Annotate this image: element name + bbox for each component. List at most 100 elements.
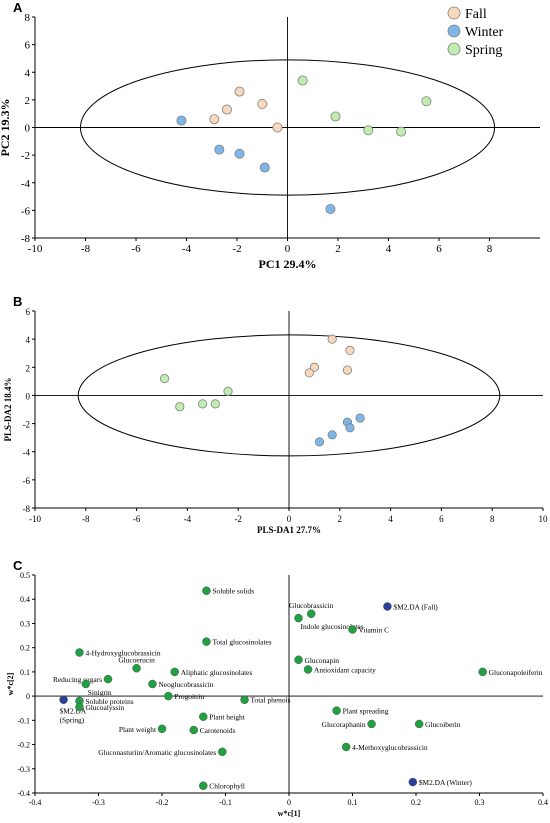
y-tick-label: 0.3 bbox=[20, 619, 30, 628]
x-tick-label: 0 bbox=[287, 798, 291, 807]
y-axis-title: PLS-DA2 18.4% bbox=[3, 377, 13, 441]
y-tick-label: 0 bbox=[26, 391, 31, 401]
variable-point-label: Aliphatic glucosinolates bbox=[181, 668, 253, 677]
variable-point-label: Soluble solids bbox=[212, 587, 254, 596]
x-tick-label: 8 bbox=[487, 243, 493, 255]
panel-c: C -0.4 -0.3 -0.2 -0.1 0 0.1 0.2 0.3 0.4 -0.4 -0.3 -0… bbox=[6, 558, 548, 818]
winter-point bbox=[355, 413, 365, 423]
y-tick-label: -4 bbox=[23, 448, 31, 458]
y-tick-label: -6 bbox=[23, 476, 31, 486]
variable-point-label: Total glucosinolates bbox=[212, 638, 271, 647]
spring-point bbox=[223, 386, 233, 396]
x-tick-label: 8 bbox=[490, 514, 495, 524]
winter-point bbox=[234, 148, 245, 159]
legend-label-winter: Winter bbox=[465, 25, 504, 40]
panel-letter: B bbox=[13, 294, 22, 309]
winter-point bbox=[314, 437, 325, 447]
fall-point bbox=[221, 104, 232, 115]
y-tick-label: 4 bbox=[25, 67, 31, 79]
y-tick-label: 6 bbox=[26, 307, 31, 317]
spring-point bbox=[363, 125, 374, 136]
variable-point-label: Glucoerucin bbox=[118, 655, 155, 664]
x-tick-label: 6 bbox=[436, 243, 442, 255]
variable-point bbox=[81, 679, 91, 689]
x-tick-label: 0 bbox=[285, 243, 291, 255]
panel-letter: A bbox=[13, 0, 23, 15]
variable-point-label: Glucobrassicin bbox=[289, 601, 334, 610]
x-tick-label: 6 bbox=[439, 514, 444, 524]
variable-point-label: Plant height bbox=[209, 713, 245, 722]
x-tick-label: -10 bbox=[29, 514, 41, 524]
variable-point bbox=[303, 665, 313, 674]
x-tick-label: -6 bbox=[131, 243, 141, 255]
fall-point bbox=[327, 334, 337, 344]
y-tick-label: 0.2 bbox=[20, 644, 30, 653]
legend-label-spring: Spring bbox=[465, 43, 502, 58]
variable-point bbox=[103, 674, 113, 684]
legend: Fall Winter Spring bbox=[447, 6, 504, 58]
variable-point-label: Glucoraphanin bbox=[322, 720, 366, 729]
variable-point-label: Glucoalyssin bbox=[85, 703, 124, 712]
variable-point bbox=[164, 691, 173, 701]
fall-point bbox=[309, 362, 319, 372]
fall-point bbox=[345, 345, 355, 355]
variable-point bbox=[341, 742, 351, 752]
x-tick-label: 0.3 bbox=[475, 798, 485, 807]
x-tick-label: -0.1 bbox=[219, 798, 232, 807]
x-axis-title: w*c[1] bbox=[278, 809, 301, 818]
y-tick-label: 0.5 bbox=[20, 571, 30, 580]
variable-point-label: Glucoiberin bbox=[425, 720, 461, 729]
x-tick-label: 4 bbox=[388, 514, 393, 524]
fall-point bbox=[272, 122, 283, 133]
y-tick-label: -8 bbox=[21, 233, 31, 245]
confidence-ellipse bbox=[77, 334, 501, 457]
spring-point bbox=[330, 111, 341, 122]
variable-point-label: Gluconapoleiferin bbox=[489, 668, 543, 677]
x-tick-label: 10 bbox=[539, 514, 549, 524]
panel-letter: C bbox=[13, 558, 23, 573]
fall-point bbox=[257, 99, 268, 110]
variable-point-label: 4-Hydroxyglucobrassicin bbox=[85, 649, 160, 658]
y-tick-label: 6 bbox=[25, 40, 31, 52]
x-tick-label: 0.1 bbox=[348, 798, 358, 807]
fall-point bbox=[209, 114, 220, 125]
y-tick-label: -4 bbox=[21, 178, 31, 190]
y-tick-label: 0.4 bbox=[20, 595, 30, 604]
y-axis-title: w*c[2] bbox=[6, 672, 15, 695]
y-tick-label: -0.3 bbox=[17, 765, 30, 774]
winter-point bbox=[214, 144, 225, 155]
fall-point bbox=[304, 368, 314, 378]
spring-point bbox=[175, 402, 185, 412]
legend-marker-winter bbox=[447, 24, 461, 38]
confidence-ellipse bbox=[79, 59, 496, 196]
class-point-label: $M2.DA (Fall) bbox=[393, 602, 438, 611]
y-tick-label: 2 bbox=[25, 95, 31, 107]
x-tick-label: -4 bbox=[184, 514, 192, 524]
spring-point bbox=[210, 399, 220, 409]
variable-point bbox=[202, 586, 211, 595]
y-tick-label: 8 bbox=[25, 12, 31, 24]
y-tick-label: -6 bbox=[21, 205, 31, 217]
variable-point bbox=[306, 609, 316, 619]
y-tick-label: 0 bbox=[26, 692, 30, 701]
variable-point bbox=[240, 695, 249, 704]
fall-point bbox=[342, 365, 353, 375]
winter-point bbox=[259, 162, 270, 173]
spring-point bbox=[421, 96, 432, 107]
spring-point bbox=[159, 373, 170, 384]
x-tick-label: 0.4 bbox=[538, 798, 548, 807]
fall-point bbox=[234, 86, 245, 97]
winter-point bbox=[327, 430, 337, 440]
legend-marker-spring bbox=[447, 42, 461, 56]
y-tick-label: 4 bbox=[26, 335, 31, 345]
spring-point bbox=[396, 126, 407, 137]
variable-point-label: Reducing sugars bbox=[53, 675, 102, 684]
x-tick-label: -2 bbox=[234, 514, 242, 524]
y-tick-label: -0.4 bbox=[17, 789, 30, 798]
variable-point-label: Plant weight bbox=[119, 725, 157, 734]
x-tick-label: -8 bbox=[81, 243, 91, 255]
variable-point-label: Gluconasturiin/Aromatic glucosinolates bbox=[98, 748, 216, 757]
x-tick-label: -6 bbox=[133, 514, 141, 524]
